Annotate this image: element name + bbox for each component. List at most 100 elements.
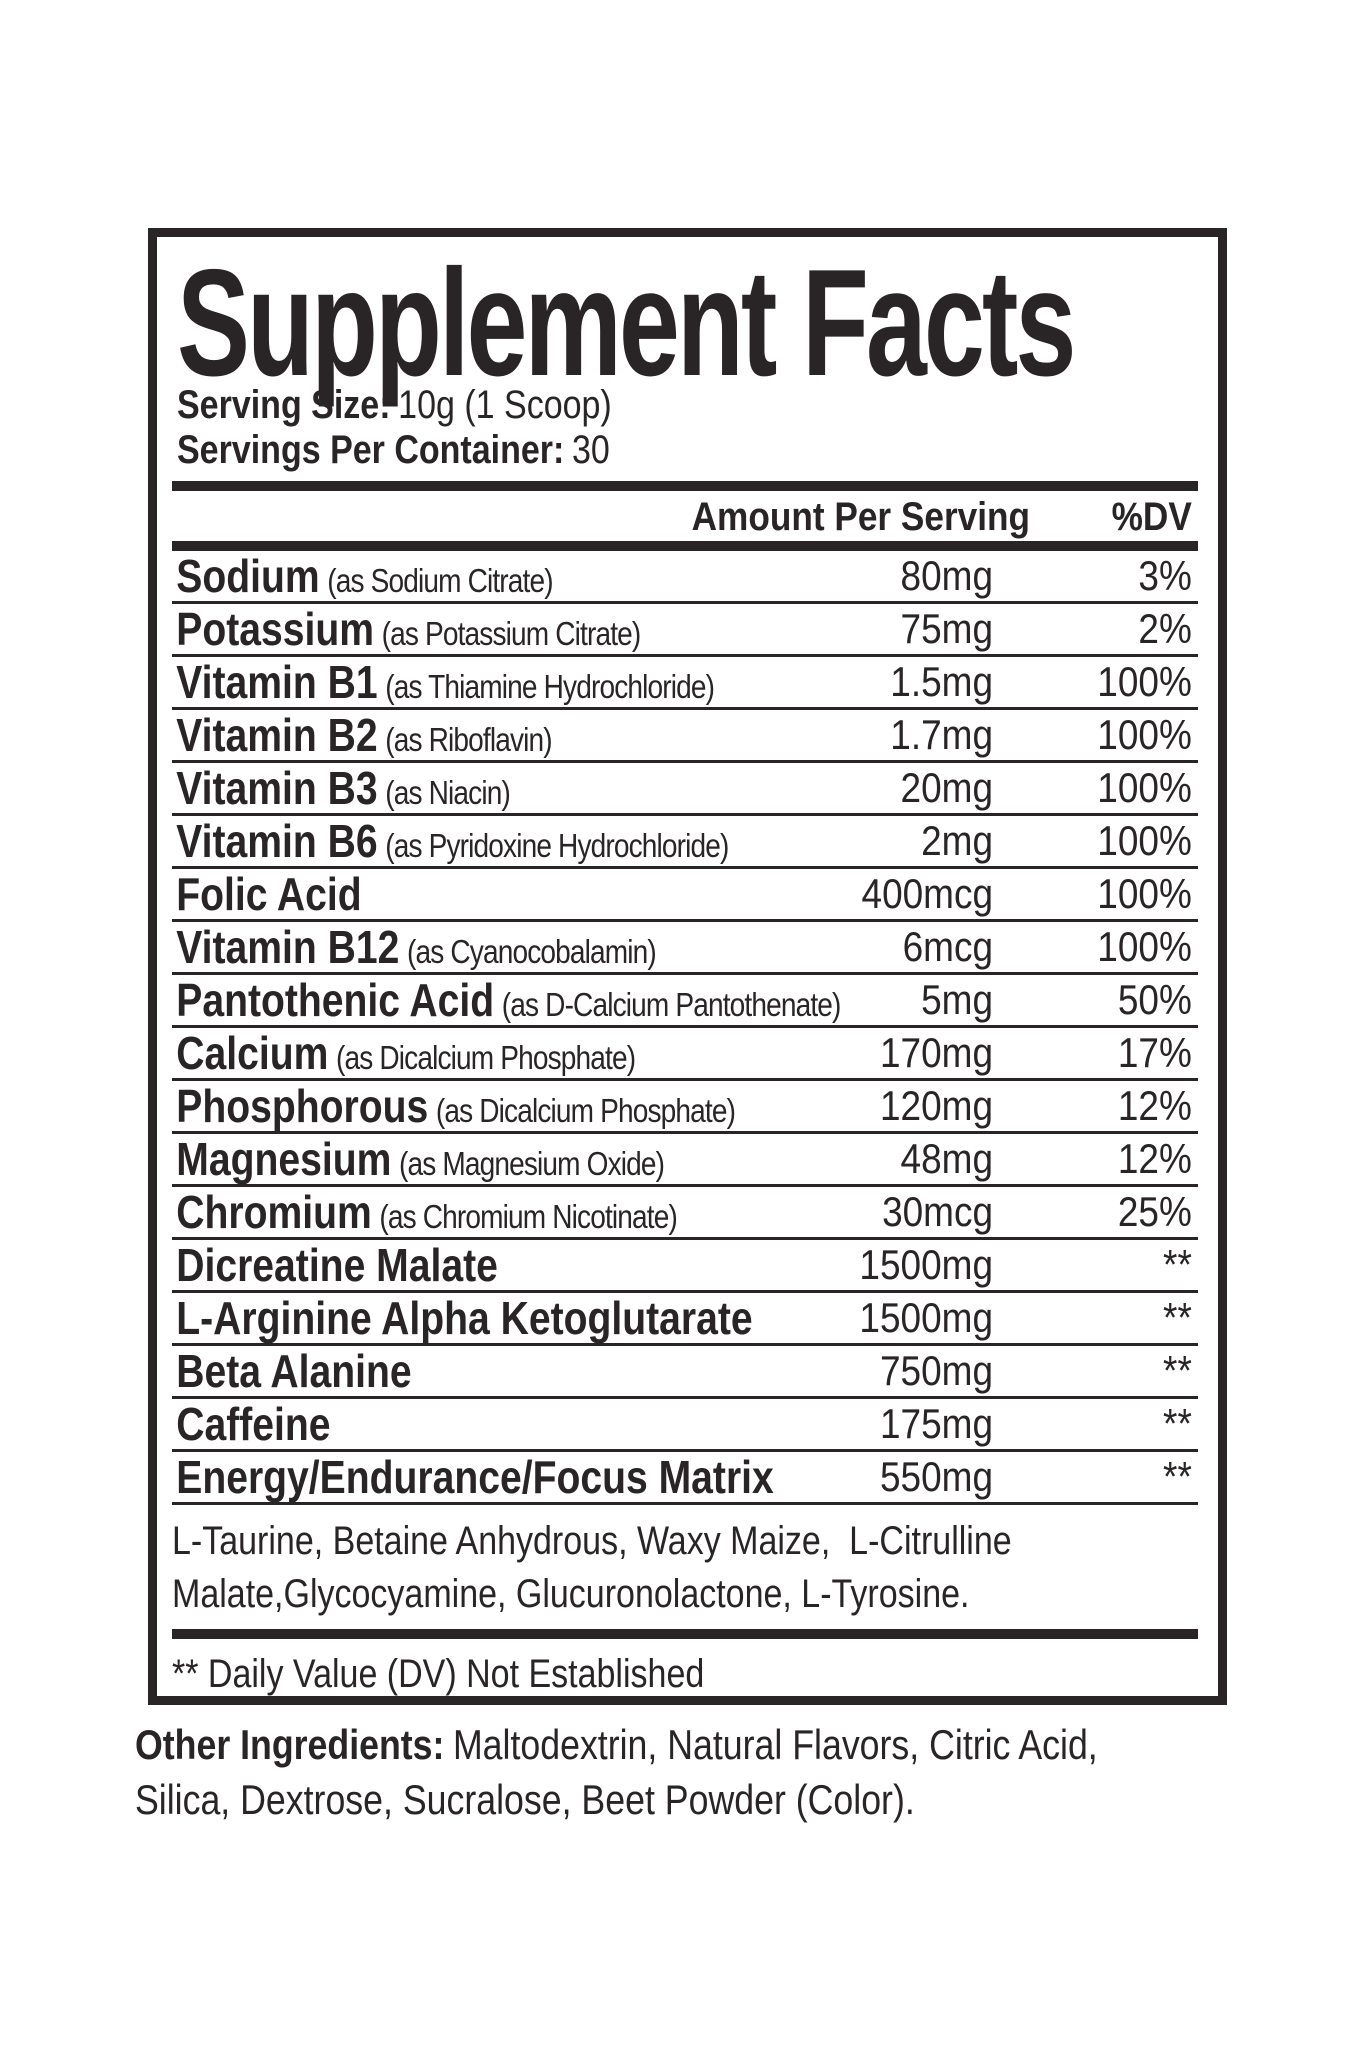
nutrient-row: Calcium (as Dicalcium Phosphate) 170mg 17… bbox=[172, 1026, 1198, 1081]
nutrient-daily-value: 50% bbox=[1117, 976, 1192, 1023]
nutrient-name-cell: Caffeine bbox=[172, 1397, 734, 1451]
nutrient-name: Chromium bbox=[176, 1186, 372, 1238]
nutrient-name: Potassium bbox=[176, 603, 374, 655]
nutrient-name-cell: Phosphorous (as Dicalcium Phosphate) bbox=[172, 1079, 736, 1133]
nutrient-daily-value: 2% bbox=[1138, 605, 1192, 652]
percent-dv-header: %DV bbox=[1111, 494, 1192, 539]
serving-size-value: 10g (1 Scoop) bbox=[398, 383, 612, 427]
nutrient-row: Vitamin B12 (as Cyanocobalamin) 6mcg 100% bbox=[172, 920, 1198, 975]
nutrient-name-cell: Beta Alanine bbox=[172, 1344, 734, 1398]
nutrient-name: Sodium bbox=[176, 550, 320, 602]
nutrient-name: Vitamin B12 bbox=[176, 921, 400, 973]
serving-size-label: Serving Size: bbox=[177, 383, 391, 427]
supplement-facts-panel: Supplement Facts Serving Size: 10g (1 Sco… bbox=[148, 228, 1227, 1705]
nutrient-name-cell: Chromium (as Chromium Nicotinate) bbox=[172, 1185, 734, 1239]
nutrient-amount: 170mg bbox=[879, 1029, 993, 1076]
nutrient-daily-value: 100% bbox=[1097, 711, 1192, 758]
nutrient-daily-value: 100% bbox=[1097, 817, 1192, 864]
nutrient-source: (as Cyanocobalamin) bbox=[407, 933, 657, 970]
blend-ingredients-line2: Malate,Glycocyamine, Glucuronolactone, L… bbox=[172, 1572, 970, 1616]
other-ingredients-label: Other Ingredients: bbox=[135, 1721, 445, 1768]
nutrient-amount: 1.7mg bbox=[890, 711, 993, 758]
nutrient-source: (as Thiamine Hydrochloride) bbox=[385, 668, 715, 705]
nutrient-row: Caffeine 175mg ** bbox=[172, 1397, 1198, 1452]
nutrient-name-cell: Folic Acid bbox=[172, 867, 734, 921]
other-ingredients-line1: Other Ingredients: Maltodextrin, Natural … bbox=[135, 1717, 1155, 1772]
nutrient-source: (as Sodium Citrate) bbox=[327, 562, 553, 599]
nutrient-name: Caffeine bbox=[176, 1398, 331, 1450]
nutrient-name: Magnesium bbox=[176, 1133, 392, 1185]
nutrient-name: Vitamin B6 bbox=[176, 815, 378, 867]
nutrient-daily-value: 17% bbox=[1117, 1029, 1192, 1076]
servings-per-container-value: 30 bbox=[571, 428, 610, 472]
nutrient-amount: 75mg bbox=[900, 605, 993, 652]
nutrient-name: Beta Alanine bbox=[176, 1345, 412, 1397]
nutrient-source: (as Riboflavin) bbox=[385, 721, 552, 758]
nutrient-name-cell: Vitamin B12 (as Cyanocobalamin) bbox=[172, 920, 734, 974]
nutrient-row: Pantothenic Acid (as D-Calcium Pantothena… bbox=[172, 973, 1198, 1028]
nutrient-amount: 550mg bbox=[879, 1453, 993, 1500]
nutrient-daily-value: ** bbox=[1163, 1294, 1192, 1341]
nutrient-name: Vitamin B1 bbox=[176, 656, 378, 708]
amount-per-serving-header: Amount Per Serving bbox=[691, 494, 1030, 539]
nutrient-name: Phosphorous bbox=[176, 1080, 429, 1132]
other-ingredients-section: Other Ingredients: Maltodextrin, Natural … bbox=[135, 1717, 1335, 1827]
nutrient-row: Vitamin B3 (as Niacin) 20mg 100% bbox=[172, 761, 1198, 816]
nutrient-amount: 20mg bbox=[900, 764, 993, 811]
nutrient-row: Energy/Endurance/Focus Matrix 550mg ** bbox=[172, 1450, 1198, 1505]
nutrient-name-cell: Vitamin B1 (as Thiamine Hydrochloride) bbox=[172, 655, 734, 709]
facts-table-body: Sodium (as Sodium Citrate) 80mg 3% Potass… bbox=[172, 550, 1198, 1505]
nutrient-source: (as Potassium Citrate) bbox=[381, 615, 642, 652]
nutrient-name: Dicreatine Malate bbox=[176, 1239, 498, 1291]
daily-value-footnote: ** Daily Value (DV) Not Established bbox=[172, 1652, 705, 1696]
nutrient-row: Vitamin B2 (as Riboflavin) 1.7mg 100% bbox=[172, 709, 1198, 763]
nutrient-amount: 1.5mg bbox=[890, 658, 993, 705]
heavy-rule-top bbox=[172, 481, 1198, 491]
nutrient-source: (as Pyridoxine Hydrochloride) bbox=[385, 827, 729, 864]
servings-per-container-label: Servings Per Container: bbox=[177, 428, 565, 472]
nutrient-name-cell: Energy/Endurance/Focus Matrix bbox=[172, 1450, 774, 1504]
servings-per-container-line: Servings Per Container: 30 bbox=[177, 426, 610, 474]
nutrient-name-cell: Dicreatine Malate bbox=[172, 1238, 734, 1292]
nutrient-name-cell: Pantothenic Acid (as D-Calcium Pantothena… bbox=[172, 973, 841, 1027]
heavy-rule-under-header bbox=[172, 541, 1198, 551]
nutrient-source: (as Magnesium Oxide) bbox=[398, 1145, 665, 1182]
heavy-rule-above-footnote bbox=[172, 1629, 1198, 1639]
nutrient-daily-value: 12% bbox=[1117, 1135, 1192, 1182]
nutrient-daily-value: ** bbox=[1163, 1453, 1192, 1500]
nutrient-amount: 48mg bbox=[900, 1135, 993, 1182]
nutrient-daily-value: 100% bbox=[1097, 764, 1192, 811]
nutrient-row: Phosphorous (as Dicalcium Phosphate) 120m… bbox=[172, 1079, 1198, 1134]
nutrient-row: Vitamin B1 (as Thiamine Hydrochloride) 1.… bbox=[172, 655, 1198, 710]
nutrient-amount: 6mcg bbox=[902, 923, 993, 970]
nutrient-name-cell: Vitamin B6 (as Pyridoxine Hydrochloride) bbox=[172, 814, 734, 868]
nutrient-source: (as Chromium Nicotinate) bbox=[379, 1198, 677, 1235]
table-header-row: Amount Per Serving %DV bbox=[172, 493, 1198, 541]
other-ingredients-line2: Silica, Dextrose, Sucralose, Beet Powder… bbox=[135, 1776, 915, 1823]
nutrient-amount: 1500mg bbox=[859, 1294, 993, 1341]
nutrient-row: L-Arginine Alpha Ketoglutarate 1500mg ** bbox=[172, 1292, 1198, 1346]
blend-ingredients-line1: L-Taurine, Betaine Anhydrous, Waxy Maize… bbox=[172, 1519, 1012, 1563]
nutrient-amount: 30mcg bbox=[882, 1188, 993, 1235]
nutrient-row: Folic Acid 400mcg 100% bbox=[172, 867, 1198, 922]
nutrient-row: Potassium (as Potassium Citrate) 75mg 2% bbox=[172, 602, 1198, 657]
nutrient-amount: 80mg bbox=[900, 552, 993, 599]
serving-size-line: Serving Size: 10g (1 Scoop) bbox=[177, 381, 612, 429]
nutrient-amount: 400mcg bbox=[861, 870, 993, 917]
nutrient-source: (as D-Calcium Pantothenate) bbox=[501, 986, 842, 1023]
nutrient-name-cell: Calcium (as Dicalcium Phosphate) bbox=[172, 1026, 734, 1080]
nutrient-daily-value: 100% bbox=[1097, 658, 1192, 705]
nutrient-amount: 120mg bbox=[879, 1082, 993, 1129]
nutrient-daily-value: 100% bbox=[1097, 923, 1192, 970]
nutrient-name-cell: Vitamin B3 (as Niacin) bbox=[172, 761, 734, 815]
nutrient-name: Folic Acid bbox=[176, 868, 362, 920]
nutrient-source: (as Dicalcium Phosphate) bbox=[435, 1092, 736, 1129]
nutrient-name: Vitamin B3 bbox=[176, 762, 378, 814]
nutrient-amount: 750mg bbox=[879, 1347, 993, 1394]
nutrient-row: Vitamin B6 (as Pyridoxine Hydrochloride) … bbox=[172, 814, 1198, 869]
nutrient-daily-value: ** bbox=[1163, 1347, 1192, 1394]
nutrient-daily-value: 100% bbox=[1097, 870, 1192, 917]
nutrient-name-cell: Potassium (as Potassium Citrate) bbox=[172, 602, 734, 656]
nutrient-amount: 175mg bbox=[879, 1400, 993, 1447]
